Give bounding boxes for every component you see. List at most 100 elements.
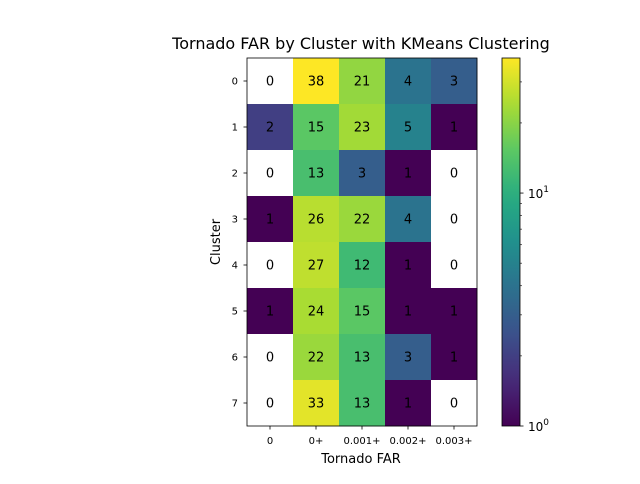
colorbar-frame: [501, 57, 521, 427]
heatmap-cell: [339, 380, 386, 427]
cell-value-label: 3: [358, 167, 366, 182]
heatmap-cell-labels: 0 38 21 4 32 15 23 5 10 13 3 1 01 26 22 4 00 27 12 1 01 24 15 1…: [266, 75, 458, 412]
cell-value-label: 0: [266, 167, 274, 182]
cell-value-label: 1: [266, 305, 274, 320]
x-axis-ticks: 0 0+ 0.001+ 0.002+ 0.003+: [267, 426, 473, 447]
heatmap-cell: [385, 150, 432, 197]
chart-title: Tornado FAR by Cluster with KMeans Clust…: [171, 34, 550, 53]
cell-value-label: 0: [266, 397, 274, 412]
cell-value-label: 0: [266, 351, 274, 366]
cell-value-label: 27: [308, 259, 325, 274]
cell-value-label: 3: [450, 75, 458, 90]
cell-value-label: 1: [450, 305, 458, 320]
heatmap-cells: [247, 58, 478, 427]
heatmap-cell: [247, 242, 294, 289]
cell-value-label: 15: [308, 121, 325, 136]
heatmap-cell: [431, 150, 478, 197]
y-tick-label: 3: [232, 215, 238, 226]
heatmap-cell: [247, 334, 294, 381]
cell-value-label: 38: [308, 75, 325, 90]
cell-value-label: 12: [354, 259, 371, 274]
cell-value-label: 2: [266, 121, 274, 136]
heatmap-cell: [431, 196, 478, 243]
cell-value-label: 4: [404, 213, 412, 228]
cell-value-label: 13: [354, 351, 371, 366]
heatmap-cell: [339, 58, 386, 105]
heatmap-cell: [385, 104, 432, 151]
y-tick-label: 1: [232, 123, 238, 134]
heatmap-cell: [293, 196, 340, 243]
cell-value-label: 1: [266, 213, 274, 228]
y-tick-label: 5: [232, 307, 238, 318]
heatmap-cell: [293, 334, 340, 381]
cell-value-label: 15: [354, 305, 371, 320]
cell-value-label: 1: [404, 167, 412, 182]
x-tick-label: 0.003+: [435, 436, 472, 447]
cell-value-label: 0: [450, 259, 458, 274]
cell-value-label: 1: [404, 397, 412, 412]
cell-value-label: 0: [266, 259, 274, 274]
cell-value-label: 23: [354, 121, 371, 136]
y-axis-ticks: 0 1 2 3 4 5 6 7: [232, 77, 247, 410]
y-tick-label: 4: [232, 261, 238, 272]
cell-value-label: 22: [354, 213, 371, 228]
y-tick-label: 7: [232, 399, 238, 410]
x-tick-label: 0: [267, 436, 273, 447]
heatmap-cell: [431, 104, 478, 151]
y-axis-label: Cluster: [209, 218, 224, 265]
cell-value-label: 1: [450, 351, 458, 366]
heatmap-cell: [247, 150, 294, 197]
heatmap-cell: [339, 150, 386, 197]
colorbar-tick-label: 100: [528, 418, 549, 434]
x-tick-label: 0.001+: [343, 436, 380, 447]
heatmap-cell: [247, 196, 294, 243]
heatmap-cell: [431, 242, 478, 289]
cell-value-label: 24: [308, 305, 325, 320]
cell-value-label: 13: [354, 397, 371, 412]
cell-value-label: 0: [266, 75, 274, 90]
heatmap-cell: [385, 380, 432, 427]
y-tick-label: 0: [232, 77, 238, 88]
cell-value-label: 26: [308, 213, 325, 228]
heatmap-cell: [247, 288, 294, 335]
x-axis-label: Tornado FAR: [320, 452, 401, 467]
heatmap-cell: [293, 288, 340, 335]
colorbar-gradient: [502, 58, 520, 426]
cell-value-label: 5: [404, 121, 412, 136]
heatmap-cell: [431, 288, 478, 335]
heatmap-cell: [385, 334, 432, 381]
cell-value-label: 0: [450, 213, 458, 228]
cell-value-label: 1: [404, 305, 412, 320]
cell-value-label: 3: [404, 351, 412, 366]
heatmap-cell: [385, 196, 432, 243]
plot-frame: [246, 57, 478, 427]
cell-value-label: 22: [308, 351, 325, 366]
heatmap-cell: [293, 58, 340, 105]
x-tick-label: 0+: [309, 436, 324, 447]
heatmap-cell: [431, 334, 478, 381]
heatmap-cell: [247, 104, 294, 151]
heatmap-cell: [293, 104, 340, 151]
x-tick-label: 0.002+: [389, 436, 426, 447]
y-tick-label: 6: [232, 353, 238, 364]
heatmap-cell: [339, 196, 386, 243]
colorbar: 100 101: [501, 57, 549, 434]
heatmap-cell: [431, 380, 478, 427]
heatmap-cell: [339, 104, 386, 151]
y-tick-label: 2: [232, 169, 238, 180]
cell-value-label: 21: [354, 75, 371, 90]
heatmap-cell: [247, 58, 294, 105]
heatmap-cell: [385, 242, 432, 289]
cell-value-label: 13: [308, 167, 325, 182]
cell-value-label: 1: [450, 121, 458, 136]
colorbar-tick-label: 101: [528, 185, 549, 201]
heatmap-cell: [431, 58, 478, 105]
cell-value-label: 33: [308, 397, 325, 412]
heatmap-cell: [247, 380, 294, 427]
heatmap-cell: [385, 288, 432, 335]
heatmap-cell: [339, 288, 386, 335]
heatmap-cell: [293, 242, 340, 289]
heatmap-cell: [339, 334, 386, 381]
